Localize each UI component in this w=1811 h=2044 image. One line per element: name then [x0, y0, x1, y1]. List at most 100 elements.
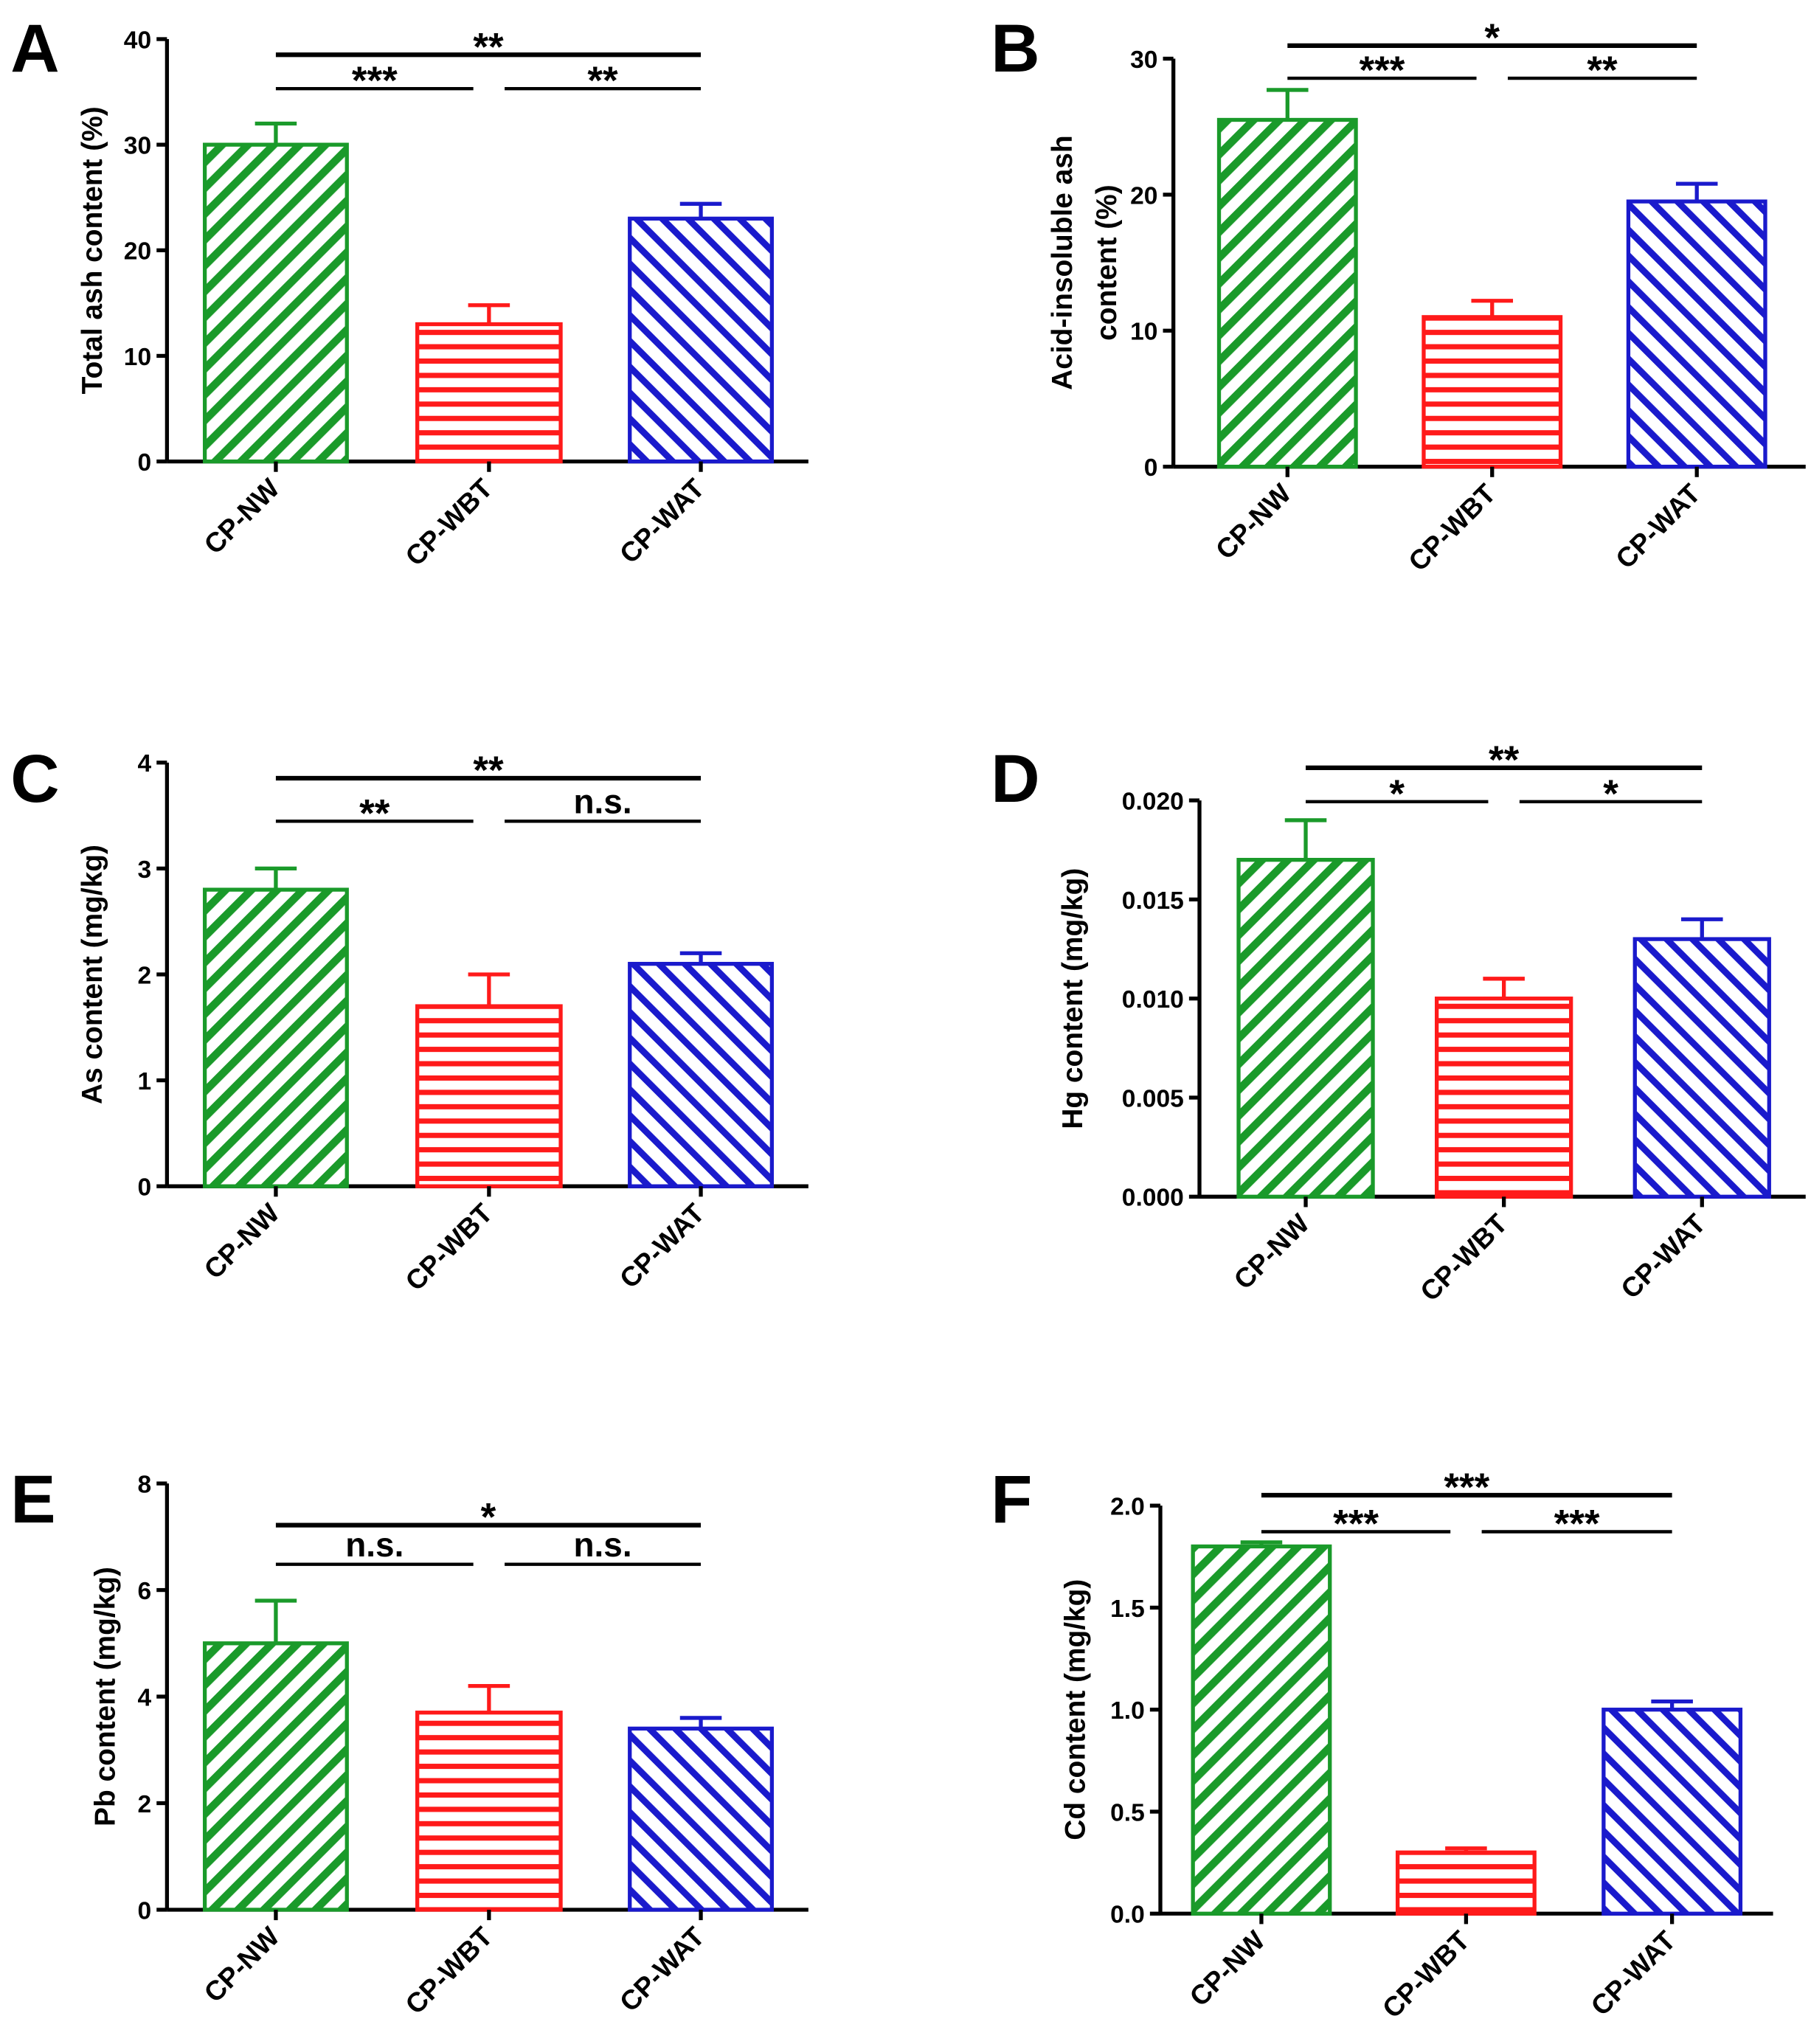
x-tick-label: CP-WBT: [1402, 477, 1502, 577]
y-tick-label: 2: [137, 962, 151, 989]
y-tick-label: 0.005: [1122, 1085, 1184, 1112]
significance-label: *: [1389, 772, 1405, 816]
bar-cp-nw: [1191, 1544, 1332, 1916]
y-tick-label: 1.5: [1110, 1596, 1145, 1623]
significance-label: n.s.: [573, 783, 631, 821]
significance-label: **: [1489, 738, 1520, 782]
significance-label: *: [481, 1496, 496, 1539]
significance-label: **: [473, 749, 504, 792]
y-tick-label: 0: [137, 1174, 151, 1202]
y-tick-label: 6: [137, 1578, 151, 1605]
x-tick-label: CP-WBT: [399, 1921, 499, 2020]
chart-panel-f: F 0.0 0.5 1.0 1.5 2.0 Cd content (mg/kg) CP-NW C…: [991, 1462, 1773, 2024]
significance-label: n.s.: [345, 1525, 404, 1564]
y-tick-label: 0: [137, 1897, 151, 1925]
y-tick-label: 0: [137, 449, 151, 477]
significance-label: ***: [352, 59, 398, 103]
y-tick-label: 4: [137, 1684, 151, 1711]
x-tick-label: CP-WBT: [1376, 1925, 1475, 2024]
x-tick-label: CP-WAT: [614, 1197, 710, 1294]
bar-cp-wbt: [415, 322, 563, 464]
bar-cp-wbt: [1395, 1850, 1537, 1916]
y-tick-label: 1: [137, 1068, 151, 1095]
chart-panel-a: A 0 10 20 30 40 Total ash content (%) CP-NW CP-W…: [10, 11, 808, 572]
x-tick-label: CP-WAT: [1585, 1925, 1681, 2021]
significance-label: *: [1603, 772, 1618, 816]
y-axis-label: content (%): [1091, 184, 1123, 341]
panel-letter: B: [991, 11, 1039, 86]
y-tick-label: 2.0: [1110, 1494, 1145, 1521]
x-tick-label: CP-NW: [1227, 1208, 1315, 1295]
panel-letter: F: [991, 1462, 1032, 1537]
y-tick-label: 10: [124, 344, 151, 371]
x-tick-label: CP-WBT: [1414, 1208, 1514, 1307]
significance-label: **: [359, 791, 390, 835]
bar-cp-nw: [1236, 858, 1375, 1199]
bar-cp-wat: [1626, 199, 1767, 469]
y-axis-label: Acid-insoluble ash: [1047, 135, 1078, 389]
y-tick-label: 0.020: [1122, 788, 1184, 815]
bar-cp-nw: [202, 887, 349, 1188]
y-tick-label: 30: [124, 133, 151, 160]
y-tick-label: 0.000: [1122, 1185, 1184, 1212]
y-tick-label: 8: [137, 1471, 151, 1498]
y-tick-label: 10: [1130, 319, 1157, 346]
panel-letter: C: [10, 741, 59, 817]
chart-panel-c: C 0 1 2 3 4 As content (mg/kg) CP-NW CP-WBT CP-WA…: [10, 741, 808, 1297]
bar-cp-wat: [628, 1726, 775, 1912]
chart-panel-b: B 0 10 20 30 Acid-insoluble ash content (%) CP-…: [991, 11, 1806, 577]
significance-label: ***: [1444, 1466, 1489, 1509]
y-tick-label: 0.010: [1122, 986, 1184, 1014]
y-tick-label: 40: [124, 27, 151, 54]
bar-cp-wat: [628, 216, 775, 464]
y-tick-label: 0.5: [1110, 1799, 1145, 1826]
panel-letter: A: [10, 11, 59, 86]
x-tick-label: CP-WBT: [399, 472, 499, 572]
y-axis-label: Cd content (mg/kg): [1059, 1579, 1091, 1840]
y-tick-label: 20: [1130, 182, 1157, 209]
significance-label: **: [1587, 49, 1618, 92]
x-tick-label: CP-WAT: [614, 472, 710, 569]
significance-label: *: [1484, 16, 1500, 60]
y-tick-label: 0: [1144, 454, 1158, 482]
bar-cp-wbt: [415, 1711, 563, 1912]
x-tick-label: CP-WAT: [1610, 477, 1706, 574]
x-tick-label: CP-WBT: [399, 1197, 499, 1297]
y-tick-label: 3: [137, 856, 151, 884]
significance-label: **: [587, 59, 618, 103]
significance-label: **: [473, 25, 504, 69]
bar-cp-nw: [202, 142, 349, 464]
x-tick-label: CP-NW: [1209, 478, 1297, 566]
panel-letter: D: [991, 741, 1039, 817]
y-axis-label: As content (mg/kg): [77, 845, 108, 1104]
y-tick-label: 0.0: [1110, 1902, 1145, 1929]
x-tick-label: CP-NW: [198, 472, 285, 560]
x-tick-label: CP-NW: [198, 1921, 285, 2009]
x-tick-label: CP-NW: [198, 1197, 285, 1285]
chart-panel-d: D 0.000 0.005 0.010 0.015 0.020 Hg content (mg…: [991, 738, 1806, 1307]
significance-label: ***: [1333, 1503, 1379, 1546]
bar-cp-wbt: [1434, 997, 1573, 1199]
significance-label: n.s.: [573, 1525, 631, 1564]
bar-cp-wat: [628, 961, 775, 1188]
bar-cp-wat: [1632, 937, 1771, 1199]
y-tick-label: 1.0: [1110, 1697, 1145, 1725]
y-tick-label: 30: [1130, 46, 1157, 74]
panel-letter: E: [10, 1462, 55, 1537]
bar-cp-nw: [1216, 117, 1358, 469]
bar-cp-nw: [202, 1641, 349, 1912]
x-tick-label: CP-NW: [1183, 1925, 1271, 2012]
y-axis-label: Hg content (mg/kg): [1057, 868, 1089, 1129]
chart-panel-e: E 0 2 4 6 8 Pb content (mg/kg) CP-NW CP-WBT CP-WA…: [10, 1462, 808, 2020]
y-tick-label: 2: [137, 1791, 151, 1818]
bar-cp-wat: [1601, 1708, 1743, 1916]
significance-label: ***: [1554, 1503, 1600, 1546]
y-axis-label: Pb content (mg/kg): [90, 1567, 122, 1826]
significance-label: ***: [1359, 49, 1405, 92]
y-axis-label: Total ash content (%): [77, 106, 108, 394]
y-tick-label: 20: [124, 238, 151, 266]
x-tick-label: CP-WAT: [1615, 1208, 1711, 1304]
bar-cp-wbt: [415, 1004, 563, 1188]
y-tick-label: 0.015: [1122, 887, 1184, 915]
